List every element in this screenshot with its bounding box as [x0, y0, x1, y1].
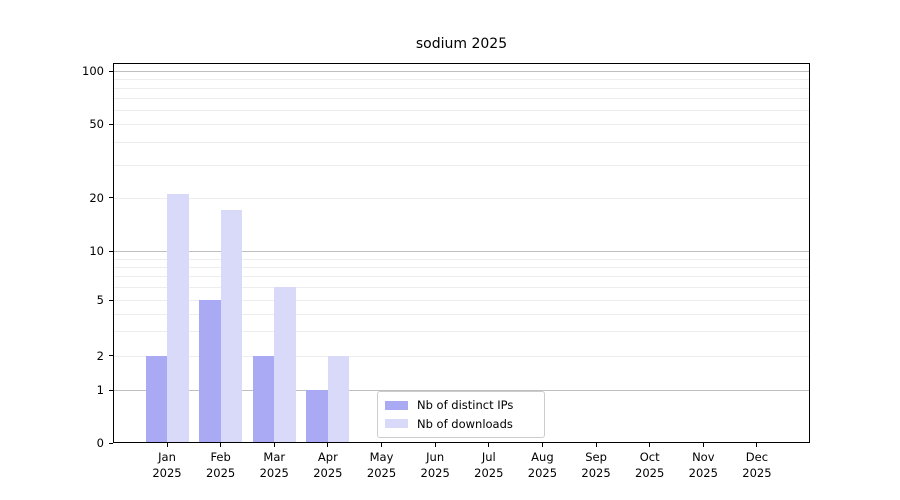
legend-label-downloads: Nb of downloads: [417, 416, 513, 431]
minor-gridline: [113, 258, 810, 260]
y-axis-tick-mark: [109, 299, 113, 301]
x-axis-tick-label: Oct 2025: [635, 450, 665, 480]
y-axis-tick-label: 20: [89, 190, 104, 205]
x-axis-tick-mark: [595, 443, 597, 447]
plot-area: [113, 63, 810, 443]
y-axis-tick-label: 1: [96, 383, 104, 397]
x-axis-tick-mark: [756, 443, 758, 447]
y-axis-tick-mark: [109, 250, 113, 252]
x-axis-tick-mark: [273, 443, 275, 447]
bar-downloads: [274, 287, 296, 443]
x-axis-tick-label: Mar 2025: [259, 450, 289, 480]
legend-entry-downloads: Nb of downloads: [385, 417, 537, 431]
chart-title: sodium 2025: [415, 36, 508, 52]
bar-distinct-ips: [199, 300, 221, 443]
bar-downloads: [167, 193, 189, 443]
minor-gridline: [113, 331, 810, 333]
y-axis-tick-label: 100: [82, 64, 104, 78]
major-gridline: [113, 251, 810, 253]
x-axis-tick-label: Jul 2025: [474, 450, 504, 480]
x-axis-tick-label: Jan 2025: [152, 450, 182, 480]
minor-gridline: [113, 287, 810, 289]
minor-gridline: [113, 164, 810, 166]
bar-downloads: [327, 355, 350, 443]
minor-gridline: [113, 197, 810, 199]
minor-gridline: [113, 266, 810, 268]
x-axis-tick-label: Aug 2025: [527, 450, 558, 480]
x-axis-tick-mark: [434, 443, 436, 447]
x-axis-tick-mark: [541, 443, 543, 447]
y-axis-tick-label: 50: [89, 117, 104, 131]
bar-distinct-ips: [252, 355, 275, 443]
x-axis-tick-mark: [488, 443, 490, 447]
y-axis-tick-label: 10: [89, 244, 104, 259]
minor-gridline: [113, 98, 810, 100]
x-axis-tick-label: Feb 2025: [205, 450, 236, 480]
y-axis-tick-mark: [109, 70, 113, 72]
x-axis-tick-label: May 2025: [366, 450, 397, 480]
major-gridline: [113, 71, 810, 72]
x-axis-tick-mark: [381, 443, 383, 447]
x-axis-tick-label: Dec 2025: [742, 450, 772, 480]
minor-gridline: [113, 355, 810, 357]
bar-downloads: [220, 210, 243, 443]
x-axis-tick-label: Apr 2025: [313, 450, 343, 480]
x-axis-tick-label: Sep 2025: [581, 450, 611, 480]
minor-gridline: [113, 276, 810, 278]
minor-gridline: [113, 313, 810, 315]
x-axis-tick-mark: [702, 443, 704, 447]
minor-gridline: [113, 300, 810, 301]
y-axis-tick-label: 0: [96, 436, 104, 450]
y-axis-tick-mark: [109, 442, 113, 444]
legend-label-distinct-ips: Nb of distinct IPs: [417, 398, 514, 413]
x-axis-tick-mark: [649, 443, 651, 447]
legend-swatch-downloads: [385, 419, 408, 429]
y-axis-tick-label: 5: [96, 293, 104, 307]
x-axis-tick-label: Jun 2025: [420, 450, 450, 480]
minor-gridline: [113, 88, 810, 90]
minor-gridline: [113, 110, 810, 112]
y-axis-tick-label: 2: [96, 348, 104, 363]
x-axis-tick-label: Nov 2025: [688, 450, 718, 480]
minor-gridline: [113, 124, 810, 125]
major-gridline: [113, 390, 810, 391]
legend: Nb of distinct IPs Nb of downloads: [377, 391, 545, 438]
x-axis-tick-mark: [166, 443, 168, 447]
x-axis-tick-mark: [220, 443, 222, 447]
y-axis-tick-mark: [109, 355, 113, 357]
minor-gridline: [113, 141, 810, 143]
y-axis-tick-mark: [109, 389, 113, 391]
x-axis-tick-mark: [327, 443, 329, 447]
y-axis-tick-mark: [109, 123, 113, 125]
y-axis-tick-mark: [109, 197, 113, 198]
legend-entry-distinct-ips: Nb of distinct IPs: [385, 398, 537, 412]
legend-swatch-distinct-ips: [385, 400, 408, 410]
bar-distinct-ips: [306, 390, 328, 443]
bar-distinct-ips: [145, 355, 167, 443]
minor-gridline: [113, 79, 810, 81]
